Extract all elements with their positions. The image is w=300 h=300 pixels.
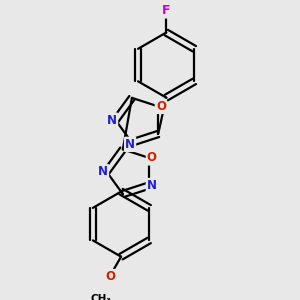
Text: N: N — [98, 165, 108, 178]
Text: CH₃: CH₃ — [91, 294, 112, 300]
Text: O: O — [105, 270, 115, 283]
Text: N: N — [147, 179, 157, 192]
Text: F: F — [162, 4, 170, 17]
Text: O: O — [147, 152, 157, 164]
Text: N: N — [125, 138, 135, 151]
Text: N: N — [107, 114, 117, 127]
Text: O: O — [156, 100, 166, 113]
